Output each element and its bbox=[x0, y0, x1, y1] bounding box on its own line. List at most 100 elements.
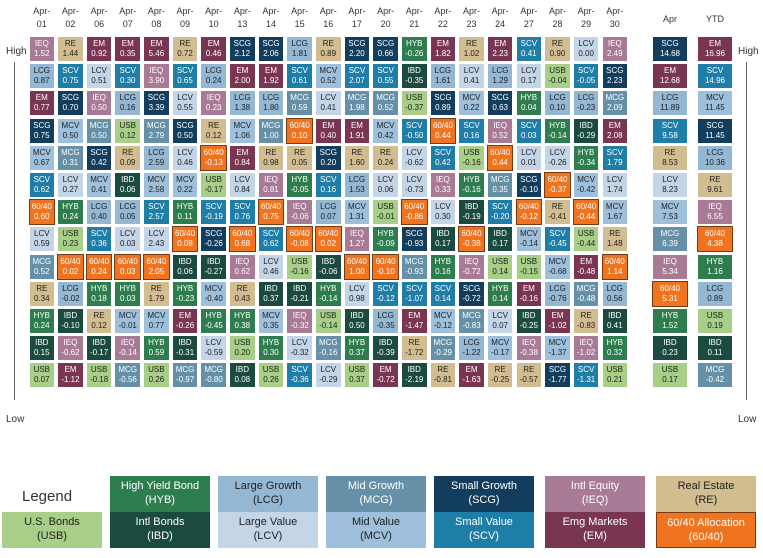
asset-code: IEQ bbox=[149, 66, 164, 76]
asset-code: 60/40 bbox=[461, 229, 482, 239]
return-value: 0.41 bbox=[521, 49, 537, 58]
asset-code: RE bbox=[93, 311, 105, 320]
quilt-cell: IEQ -0.14 bbox=[114, 335, 142, 362]
column-header-day: 01 bbox=[36, 19, 47, 29]
return-value: -0.15 bbox=[519, 266, 538, 276]
return-value: -0.29 bbox=[577, 130, 596, 140]
return-value: 0.05 bbox=[291, 157, 308, 167]
asset-code: HYB bbox=[606, 338, 624, 348]
asset-code: IEQ bbox=[464, 256, 479, 266]
asset-code: EM bbox=[236, 66, 249, 76]
return-value: 0.23 bbox=[62, 239, 79, 249]
asset-code: SCV bbox=[406, 120, 423, 130]
asset-code: MCG bbox=[204, 365, 224, 375]
column-header-day: 22 bbox=[437, 19, 448, 29]
return-value: -0.45 bbox=[204, 321, 223, 330]
return-value: -1.37 bbox=[548, 348, 567, 358]
quilt-cell: USB 0.21 bbox=[601, 362, 629, 389]
quilt-cell: IBD 0.15 bbox=[28, 335, 56, 362]
asset-code: SCV bbox=[377, 66, 394, 76]
quilt-cell: RE 0.43 bbox=[229, 280, 256, 307]
column-header-day: 15 bbox=[294, 19, 305, 29]
quilt-cell: IBD -0.25 bbox=[515, 308, 543, 334]
asset-code: EM bbox=[608, 120, 621, 130]
quilt-cell: LCG 1.81 bbox=[286, 36, 313, 62]
quilt-cell: USB -0.04 bbox=[544, 63, 571, 90]
return-value: 6.55 bbox=[707, 212, 723, 222]
column-header-day: 20 bbox=[380, 19, 391, 29]
quilt-cell: MCV 0.42 bbox=[372, 117, 399, 144]
quilt-cell: SCV -0.12 bbox=[372, 280, 399, 307]
asset-code: USB bbox=[520, 256, 538, 266]
legend-item: Large Value (LCV) bbox=[218, 512, 318, 548]
asset-class-quilt: Apr- 01 Apr- 02 Apr- 06 Apr- 07 Apr- 08 Apr- 09 Apr-… bbox=[28, 6, 733, 389]
return-value: -0.42 bbox=[705, 375, 725, 385]
asset-code: MCG bbox=[660, 229, 680, 239]
quilt-cell: IEQ 0.81 bbox=[257, 172, 285, 198]
asset-code: SCV bbox=[661, 120, 679, 130]
quilt-cell: RE -0.25 bbox=[486, 362, 514, 389]
quilt-cell: EM 2.00 bbox=[229, 63, 256, 90]
quilt-cell: SCV -0.19 bbox=[200, 199, 227, 226]
quilt-cell: RE 1.79 bbox=[143, 280, 170, 307]
column-header-day: 17 bbox=[351, 19, 362, 29]
asset-code: IBD bbox=[292, 283, 307, 293]
return-value: 0.59 bbox=[291, 103, 308, 113]
quilt-cell: LCG -0.02 bbox=[57, 280, 84, 307]
asset-code: RE bbox=[150, 283, 162, 293]
asset-code: MCV bbox=[147, 175, 166, 184]
high-label-right: High bbox=[738, 46, 759, 57]
quilt-cell: SCV -0.36 bbox=[286, 362, 313, 389]
return-value: 0.37 bbox=[349, 375, 365, 385]
asset-code: MCG bbox=[433, 338, 453, 348]
return-value: -0.09 bbox=[376, 239, 395, 249]
return-value: 2.06 bbox=[263, 49, 279, 58]
return-value: 0.35 bbox=[492, 185, 508, 194]
asset-code: EM bbox=[664, 66, 676, 76]
asset-code: MCV bbox=[491, 338, 510, 348]
return-value: 0.17 bbox=[662, 375, 678, 385]
asset-code: RE bbox=[664, 147, 676, 157]
asset-code: EM bbox=[121, 39, 134, 48]
return-value: 1.31 bbox=[349, 212, 365, 222]
legend-item-code: (SCV) bbox=[469, 530, 499, 542]
quilt-cell: LCG 1.29 bbox=[486, 63, 514, 90]
return-value: 1.60 bbox=[349, 157, 365, 167]
return-value: 0.07 bbox=[320, 212, 337, 222]
column-header-day: 27 bbox=[523, 19, 534, 29]
quilt-cell: MCG -0.83 bbox=[458, 308, 485, 334]
return-value: 0.61 bbox=[291, 76, 308, 86]
return-value: 0.84 bbox=[234, 157, 251, 167]
asset-code: SCV bbox=[291, 365, 308, 375]
asset-code: LCG bbox=[577, 93, 595, 103]
asset-code: IEQ bbox=[292, 311, 307, 320]
return-value: 1.92 bbox=[263, 76, 279, 86]
return-value: -0.72 bbox=[462, 293, 481, 303]
asset-code: SCV bbox=[434, 147, 452, 157]
asset-code: LCV bbox=[549, 147, 566, 157]
quilt-cell: LCG -0.23 bbox=[572, 90, 600, 117]
quilt-cell: HYB 0.37 bbox=[343, 335, 371, 362]
asset-code: SCV bbox=[90, 229, 108, 239]
asset-code: MCV bbox=[462, 93, 481, 103]
asset-code: LCG bbox=[377, 311, 394, 320]
asset-code: SCG bbox=[548, 365, 567, 375]
quilt-cell: HYB 0.24 bbox=[57, 199, 84, 226]
ytd-column-header: YTD bbox=[706, 14, 724, 24]
asset-code: SCG bbox=[176, 120, 194, 130]
quilt-cell: HYB 0.32 bbox=[601, 335, 629, 362]
asset-code: IBD bbox=[264, 283, 278, 293]
asset-code: MCG bbox=[376, 93, 395, 103]
asset-code: LCG bbox=[148, 147, 165, 157]
column-header-top: Apr- bbox=[405, 6, 423, 16]
return-value: 0.77 bbox=[34, 103, 50, 113]
asset-code: SCG bbox=[462, 283, 481, 293]
quilt-cell: IBD -0.31 bbox=[171, 335, 199, 362]
return-value: 0.75 bbox=[263, 212, 279, 222]
quilt-cell: RE 0.12 bbox=[85, 308, 113, 334]
return-value: 1.52 bbox=[34, 49, 50, 58]
return-value: 2.12 bbox=[234, 49, 251, 58]
return-value: 0.14 bbox=[492, 293, 508, 303]
column-header-top: Apr- bbox=[119, 6, 137, 16]
column-header-top: Apr- bbox=[348, 6, 366, 16]
